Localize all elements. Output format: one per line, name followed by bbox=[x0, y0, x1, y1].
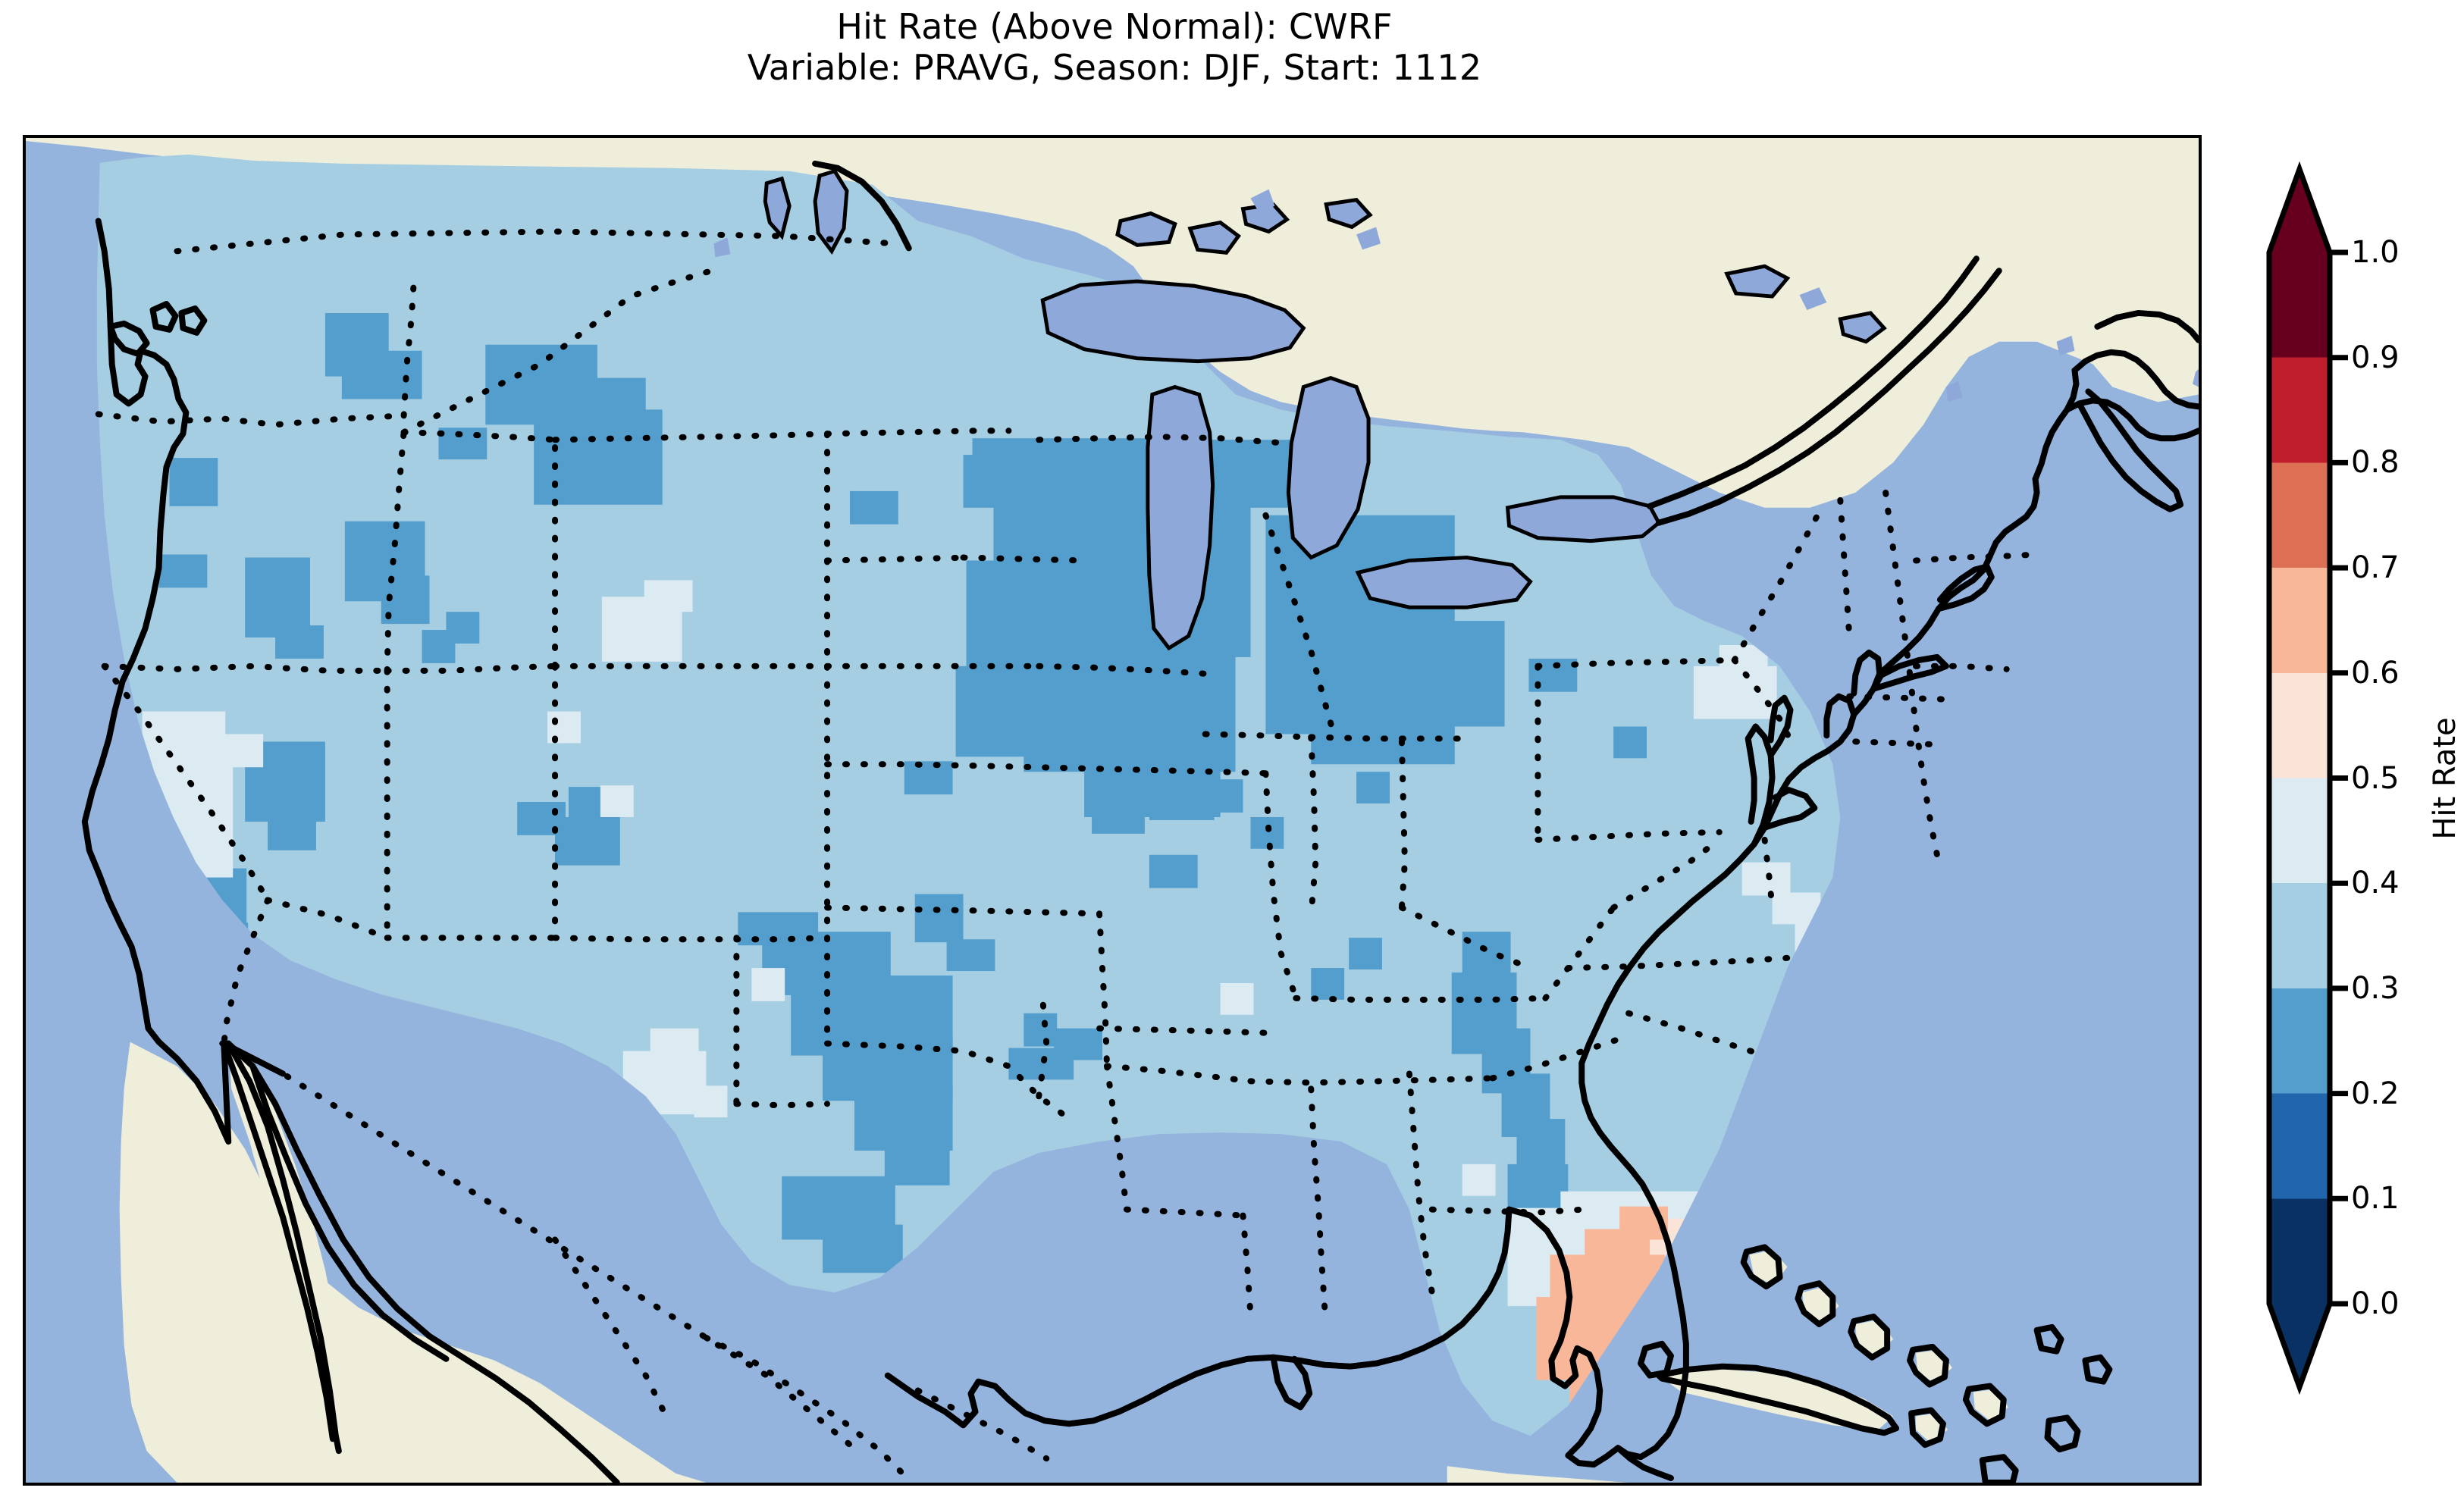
colorbar-tick-label: 0.7 bbox=[2351, 550, 2400, 586]
map-geography-svg bbox=[26, 138, 2199, 1483]
colorbar-tick-label: 0.6 bbox=[2351, 655, 2400, 691]
great-lakes bbox=[763, 168, 1887, 651]
map-plot-area[interactable] bbox=[23, 135, 2202, 1486]
coastline bbox=[81, 160, 2199, 1483]
colorbar-swatches bbox=[2266, 161, 2348, 1395]
figure-subtitle: Variable: PRAVG, Season: DJF, Start: 111… bbox=[747, 47, 1482, 89]
state-borders bbox=[95, 228, 2040, 1483]
colorbar-tick-label: 0.5 bbox=[2351, 760, 2400, 796]
colorbar-tick-label: 0.0 bbox=[2351, 1286, 2400, 1321]
page-title: Hit Rate (Above Normal): CWRF bbox=[836, 6, 1393, 47]
colorbar-axis-label: Hit Rate bbox=[2428, 716, 2462, 840]
colorbar-tick-label: 0.4 bbox=[2351, 866, 2400, 901]
colorbar-tick-label: 1.0 bbox=[2351, 235, 2400, 270]
colorbar-tick-label: 0.1 bbox=[2351, 1181, 2400, 1217]
colorbar-tick-label: 0.8 bbox=[2351, 445, 2400, 481]
colorbar-tick-label: 0.9 bbox=[2351, 340, 2400, 375]
colorbar[interactable]: 1.0 0.9 0.8 0.7 0.6 0.5 0.4 0.3 0.2 0.1 … bbox=[2266, 161, 2462, 1395]
colorbar-tick-label: 0.2 bbox=[2351, 1076, 2400, 1111]
map-canvas bbox=[26, 138, 2199, 1483]
colorbar-tick-label: 0.3 bbox=[2351, 970, 2400, 1006]
figure-title-block: Hit Rate (Above Normal): CWRF Variable: … bbox=[0, 6, 2229, 89]
